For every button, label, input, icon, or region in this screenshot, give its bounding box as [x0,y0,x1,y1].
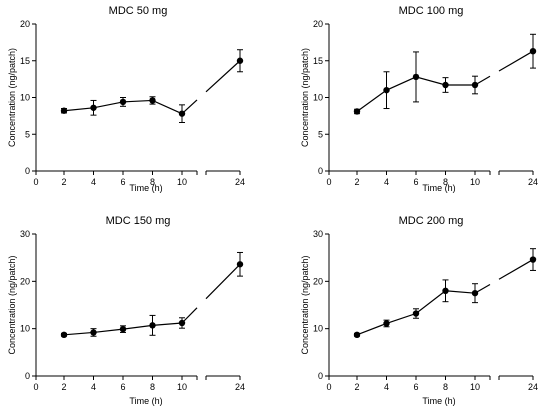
x-tick-label: 6 [413,382,418,392]
x-tick-label: 10 [470,382,480,392]
series-line-segment [498,50,534,72]
x-tick-label: 8 [150,177,155,187]
series-line-segment [205,263,241,300]
data-point [236,57,244,64]
x-tick-label: 2 [61,177,66,187]
x-tick-label: 0 [326,382,331,392]
data-point [119,325,127,333]
x-axis-label: Time (h) [129,183,162,193]
data-point [149,322,156,329]
data-point [353,331,361,339]
chart-title: MDC 150 mg [106,215,171,227]
data-point [60,107,68,114]
data-point [383,86,390,94]
data-point [90,329,97,336]
series-line-segment [181,99,198,115]
x-tick-label: 6 [120,382,125,392]
data-point [119,98,127,106]
data-point [178,110,186,117]
x-tick-label: 0 [326,177,331,187]
x-tick-label: 4 [91,382,96,392]
data-point [178,319,186,327]
x-tick-label: 0 [33,177,38,187]
y-axis-label: Concentration (ng/patch) [7,255,17,354]
x-tick-label: 6 [120,177,125,187]
data-point [412,310,420,317]
data-point [529,256,537,263]
y-tick-label: 30 [313,229,323,239]
series-line-segment [498,259,534,280]
x-tick-label: 2 [61,382,66,392]
x-tick-label: 24 [528,382,538,392]
data-point [442,287,449,294]
y-tick-label: 5 [25,129,30,139]
x-tick-label: 10 [177,382,187,392]
x-axis-label: Time (h) [422,396,455,406]
y-tick-label: 20 [20,276,30,286]
data-point [471,81,479,89]
data-point [412,73,420,81]
y-tick-label: 5 [318,129,323,139]
data-point [442,81,449,89]
x-tick-label: 4 [384,177,389,187]
x-tick-label: 24 [528,177,538,187]
x-tick-label: 6 [413,177,418,187]
y-tick-label: 15 [20,56,30,66]
chart-title: MDC 200 mg [399,215,464,227]
data-point [60,331,68,339]
x-tick-label: 2 [354,177,359,187]
data-point [149,97,156,104]
y-tick-label: 15 [313,56,323,66]
y-tick-label: 20 [313,19,323,29]
data-point [471,289,479,297]
x-tick-label: 24 [235,177,245,187]
y-tick-label: 30 [20,229,30,239]
x-tick-label: 2 [354,382,359,392]
y-tick-label: 10 [313,93,323,103]
x-tick-label: 0 [33,382,38,392]
x-tick-label: 4 [91,177,96,187]
data-point [529,47,537,55]
y-tick-label: 0 [318,166,323,176]
x-tick-label: 10 [177,177,187,187]
x-axis-label: Time (h) [422,183,455,193]
data-point [90,104,97,111]
y-tick-label: 10 [20,324,30,334]
x-tick-label: 8 [443,382,448,392]
data-point [383,320,390,327]
series-line-segment [181,307,198,324]
chart-title: MDC 50 mg [109,5,168,17]
x-tick-label: 8 [150,382,155,392]
y-tick-label: 0 [318,371,323,381]
y-tick-label: 10 [20,93,30,103]
y-axis-label: Concentration (ng/patch) [300,255,310,354]
y-axis-label: Concentration (ng/patch) [7,48,17,147]
y-axis-label: Concentration (ng/patch) [300,48,310,147]
y-tick-label: 20 [20,19,30,29]
x-tick-label: 10 [470,177,480,187]
chart-title: MDC 100 mg [399,5,464,17]
y-tick-label: 0 [25,166,30,176]
x-axis-label: Time (h) [129,396,162,406]
series-line-segment [205,60,241,93]
y-tick-label: 20 [313,276,323,286]
y-tick-label: 10 [313,324,323,334]
y-tick-label: 0 [25,371,30,381]
x-tick-label: 8 [443,177,448,187]
data-point [236,261,244,268]
data-point [353,108,361,115]
x-tick-label: 4 [384,382,389,392]
x-tick-label: 24 [235,382,245,392]
